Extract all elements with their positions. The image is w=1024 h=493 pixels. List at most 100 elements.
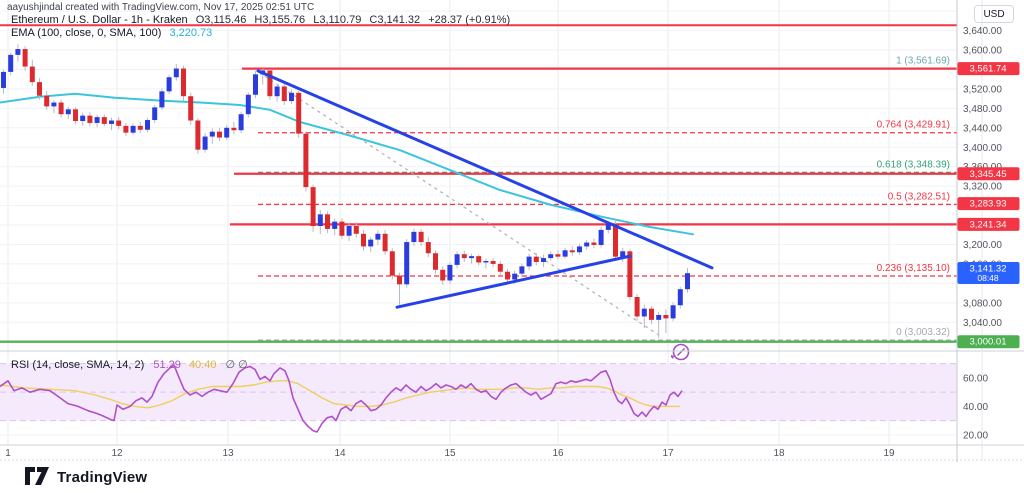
candle-up [454,254,460,265]
candle-down [397,275,402,285]
time-axis[interactable]: 1 12 13 14 15 16 17 18 19 [5,448,895,459]
candle-down [591,242,597,245]
time-tick-label: 12 [111,448,123,459]
candle-up [677,289,683,306]
ohlc-close: C3,141.32 [369,14,421,26]
candle-down [505,271,510,280]
fib-level-label: 0.764 (3,429.91) [877,120,950,131]
price-badge [957,62,1020,76]
fib-level-label: 1 (3,561.69) [896,56,950,67]
candle-down [613,224,618,257]
candle-down [58,102,64,115]
candle-down [339,221,345,236]
time-tick-label: 15 [444,448,456,459]
ema-label: EMA (100, close, 0, SMA, 100) [11,27,162,39]
candle-down [188,96,194,121]
trend-line[interactable] [395,254,632,309]
candle-up [159,91,165,108]
candle-up [15,49,21,55]
price-tick-label: 3,440.00 [963,123,1002,134]
sticker-circle-icon [672,343,690,361]
price-badge-value: 3,283.93 [970,199,1007,210]
rsi-band [0,363,957,422]
candle-down [137,125,143,130]
candle-up [224,127,230,138]
candle-down [533,256,539,262]
candle-up [641,308,647,317]
tradingview-logo-icon [25,467,49,485]
ema-value: 3,220.73 [169,27,213,39]
candle-up [548,254,554,259]
price-tick-label: 3,480.00 [963,104,1002,115]
candle-up [685,273,690,290]
time-tick-label: 18 [773,448,785,459]
fib-level-label: 0.618 (3,348.39) [877,159,950,170]
candle-down [87,115,93,123]
candle-down [476,256,482,263]
candle-down [569,250,575,253]
candle-up [368,239,374,247]
ohlc-high: H3,155.76 [254,14,306,26]
rsi-sma-value: 40.40 [188,359,217,371]
candle-up [109,120,114,124]
candle-up [670,305,676,319]
candlestick-series [1,44,690,338]
sticker-glyph-icon [677,348,685,356]
price-badge-countdown: 08:48 [977,273,999,283]
fib-retracement[interactable] [258,132,957,341]
horizontal-level-lines[interactable] [0,24,957,343]
candle-up [577,246,582,253]
candle-down [490,261,496,264]
price-tick-label: 3,600.00 [963,46,1002,57]
trend-line[interactable] [256,69,714,270]
candle-down [353,226,359,234]
price-badge [957,167,1020,181]
candle-up [94,117,100,123]
time-tick-label: 19 [883,448,895,459]
price-tick-label: 3,040.00 [963,318,1002,329]
candle-up [411,231,417,243]
candle-up [80,115,86,122]
rsi-legend[interactable]: RSI (14, close, SMA, 14, 2) 51.29 40.40 … [11,358,248,371]
symbol-name: Ethereum / U.S. Dollar - 1h - Kraken [11,14,188,26]
price-axis[interactable]: 3,640.00 3,600.00 3,520.00 3,480.00 3,440.00… [963,26,1002,441]
candle-down [634,296,640,317]
candle-up [469,256,474,259]
candle-down [231,127,237,131]
candle-up [605,224,611,230]
candle-down [418,231,424,243]
price-badge [957,217,1020,231]
candle-up [209,131,215,137]
tradingview-logo-text: TradingView [57,468,148,486]
time-tick-label: 13 [222,448,234,459]
candle-up [245,94,251,115]
ema-legend[interactable]: EMA (100, close, 0, SMA, 100) 3,220.73 [11,27,212,39]
candle-up [584,242,590,247]
candle-down [389,251,395,276]
candle-down [440,269,446,281]
candle-up [152,107,158,121]
price-tick-label: 3,640.00 [963,26,1002,37]
price-badges: 3,561.74 3,345.45 3,283.93 3,241.34 3,141.32… [957,62,1020,349]
candle-down [325,214,330,229]
candle-down [29,66,35,83]
rsi-rsi-line [0,364,683,433]
candle-up [483,261,489,263]
candle-up [173,68,179,78]
rsi-tick-label: 60.00 [963,373,988,384]
emoji-sticker[interactable] [671,343,690,361]
tradingview-logo[interactable]: TradingView [24,466,147,488]
candle-up [145,120,150,130]
price-tick-label: 3,320.00 [963,182,1002,193]
candle-up [620,251,626,257]
price-badge-value: 3,561.74 [970,64,1007,75]
candle-down [267,70,273,97]
rsi-tick-label: 20.00 [963,430,988,441]
symbol-legend[interactable]: Ethereum / U.S. Dollar - 1h - Kraken O3,… [11,14,515,26]
candle-up [404,242,410,285]
candle-down [37,82,42,96]
candle-up [519,266,525,274]
currency-toggle-button[interactable]: USD [974,5,1014,23]
